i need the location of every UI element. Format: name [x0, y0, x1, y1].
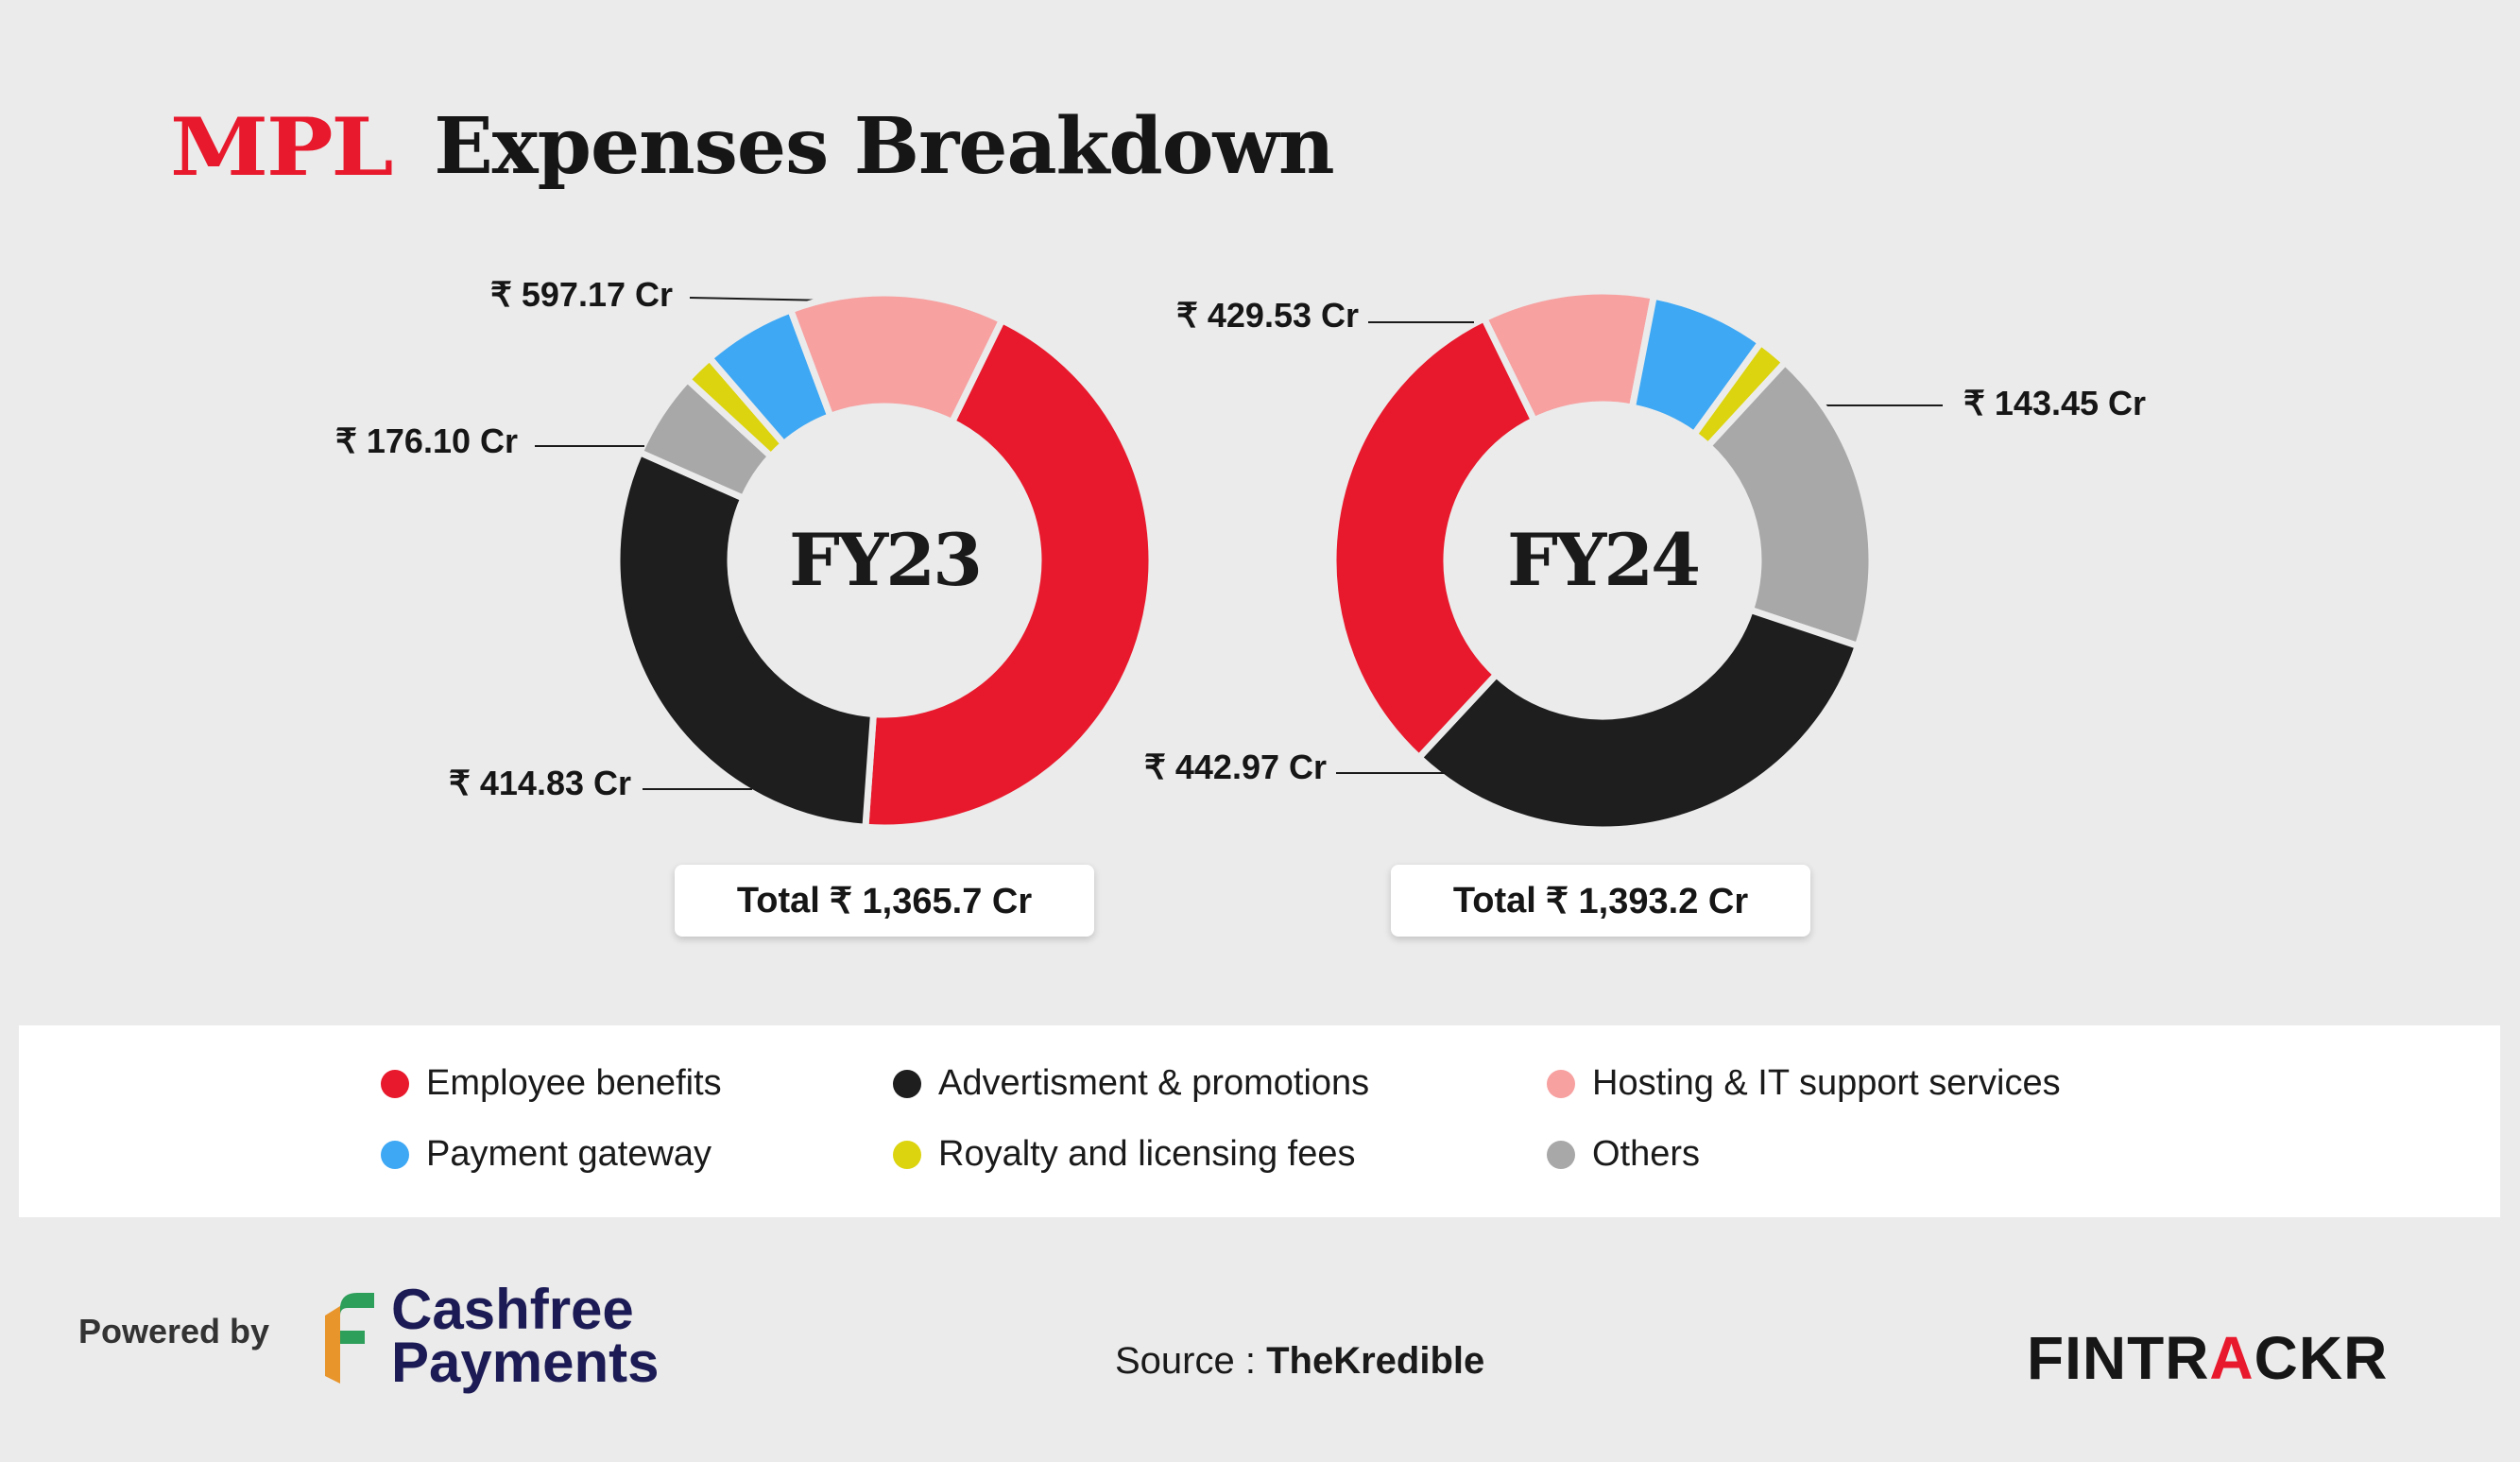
total-value: ₹ 1,365.7 Cr	[829, 881, 1033, 921]
center-label: FY24	[1507, 518, 1698, 602]
brand-part-2: A	[2209, 1324, 2254, 1392]
cashfree-wordmark: Cashfree Payments	[391, 1278, 660, 1394]
data-label: ₹ 597.17 Cr	[490, 275, 673, 314]
slice-fy24-others	[1705, 358, 1876, 649]
brand-part-1: FINTR	[2027, 1324, 2210, 1392]
fy23-total-box: Total ₹ 1,365.7 Cr	[675, 865, 1094, 937]
leader-line	[689, 297, 831, 301]
total-value: ₹ 1,393.2 Cr	[1545, 881, 1749, 921]
legend-item-payment-gateway: Payment gateway	[381, 1134, 711, 1175]
data-label: ₹ 414.83 Cr	[449, 764, 631, 802]
fy24-total-box: Total ₹ 1,393.2 Cr	[1391, 865, 1810, 937]
powered-by-label: Powered by	[78, 1312, 270, 1350]
legend-label: Others	[1592, 1134, 1701, 1174]
legend-dot	[893, 1140, 921, 1169]
page-title: Expenses Breakdown	[434, 101, 1334, 192]
legend-dot	[893, 1069, 921, 1098]
slice-fy23-hosting-it-support-services	[787, 289, 1005, 426]
legend-dot	[381, 1069, 409, 1098]
slice-fy23-employee-benefits	[862, 317, 1156, 832]
legend-label: Employee benefits	[426, 1063, 722, 1103]
cashfree-mark-icon	[325, 1293, 374, 1384]
legend-item-royalty: Royalty and licensing fees	[893, 1134, 1355, 1175]
legend-dot	[1547, 1140, 1575, 1169]
cashfree-line-1: Cashfree	[391, 1278, 634, 1341]
cashfree-logo: Cashfree Payments	[319, 1278, 660, 1394]
legend-dot	[381, 1140, 409, 1169]
legend-item-advertisment: Advertisment & promotions	[893, 1063, 1369, 1104]
legend-dot	[1547, 1069, 1575, 1098]
legend-label: Payment gateway	[426, 1134, 712, 1174]
source-prefix: Source :	[1115, 1340, 1267, 1382]
data-label: ₹ 143.45 Cr	[1963, 384, 2146, 422]
total-prefix: Total	[1452, 880, 1536, 920]
slice-fy24-advertisment-promotions	[1415, 606, 1861, 834]
source-name: TheKredible	[1266, 1340, 1485, 1382]
cashfree-line-2: Payments	[391, 1331, 660, 1394]
total-prefix: Total	[736, 880, 820, 920]
center-label: FY23	[789, 518, 980, 602]
data-label: ₹ 176.10 Cr	[335, 421, 518, 460]
source-credit: Source : TheKredible	[1115, 1340, 1484, 1383]
legend-label: Hosting & IT support services	[1592, 1063, 2061, 1103]
legend-label: Royalty and licensing fees	[938, 1134, 1356, 1174]
data-label: ₹ 442.97 Cr	[1144, 748, 1327, 786]
legend-item-others: Others	[1547, 1134, 1700, 1175]
slice-fy23-advertisment-promotions	[613, 449, 877, 831]
legend-label: Advertisment & promotions	[938, 1063, 1370, 1103]
mpl-logo: MPL	[170, 99, 394, 194]
slice-fy24-employee-benefits	[1329, 315, 1537, 762]
donut-charts: ₹ 597.17 Cr ₹ 414.83 Cr ₹ 176.10 Cr FY23 ₹ 1…	[334, 275, 2147, 834]
legend-item-employee-benefits: Employee benefits	[381, 1063, 722, 1104]
data-label: ₹ 429.53 Cr	[1176, 296, 1359, 335]
brand-part-3: CKR	[2254, 1324, 2389, 1392]
fintrackr-logo: FINTRACKR	[2027, 1323, 2388, 1393]
legend-item-hosting: Hosting & IT support services	[1547, 1063, 2061, 1104]
legend: Employee benefits Advertisment & promoti…	[19, 1025, 2500, 1217]
header: MPL Expenses Breakdown	[170, 90, 1335, 203]
